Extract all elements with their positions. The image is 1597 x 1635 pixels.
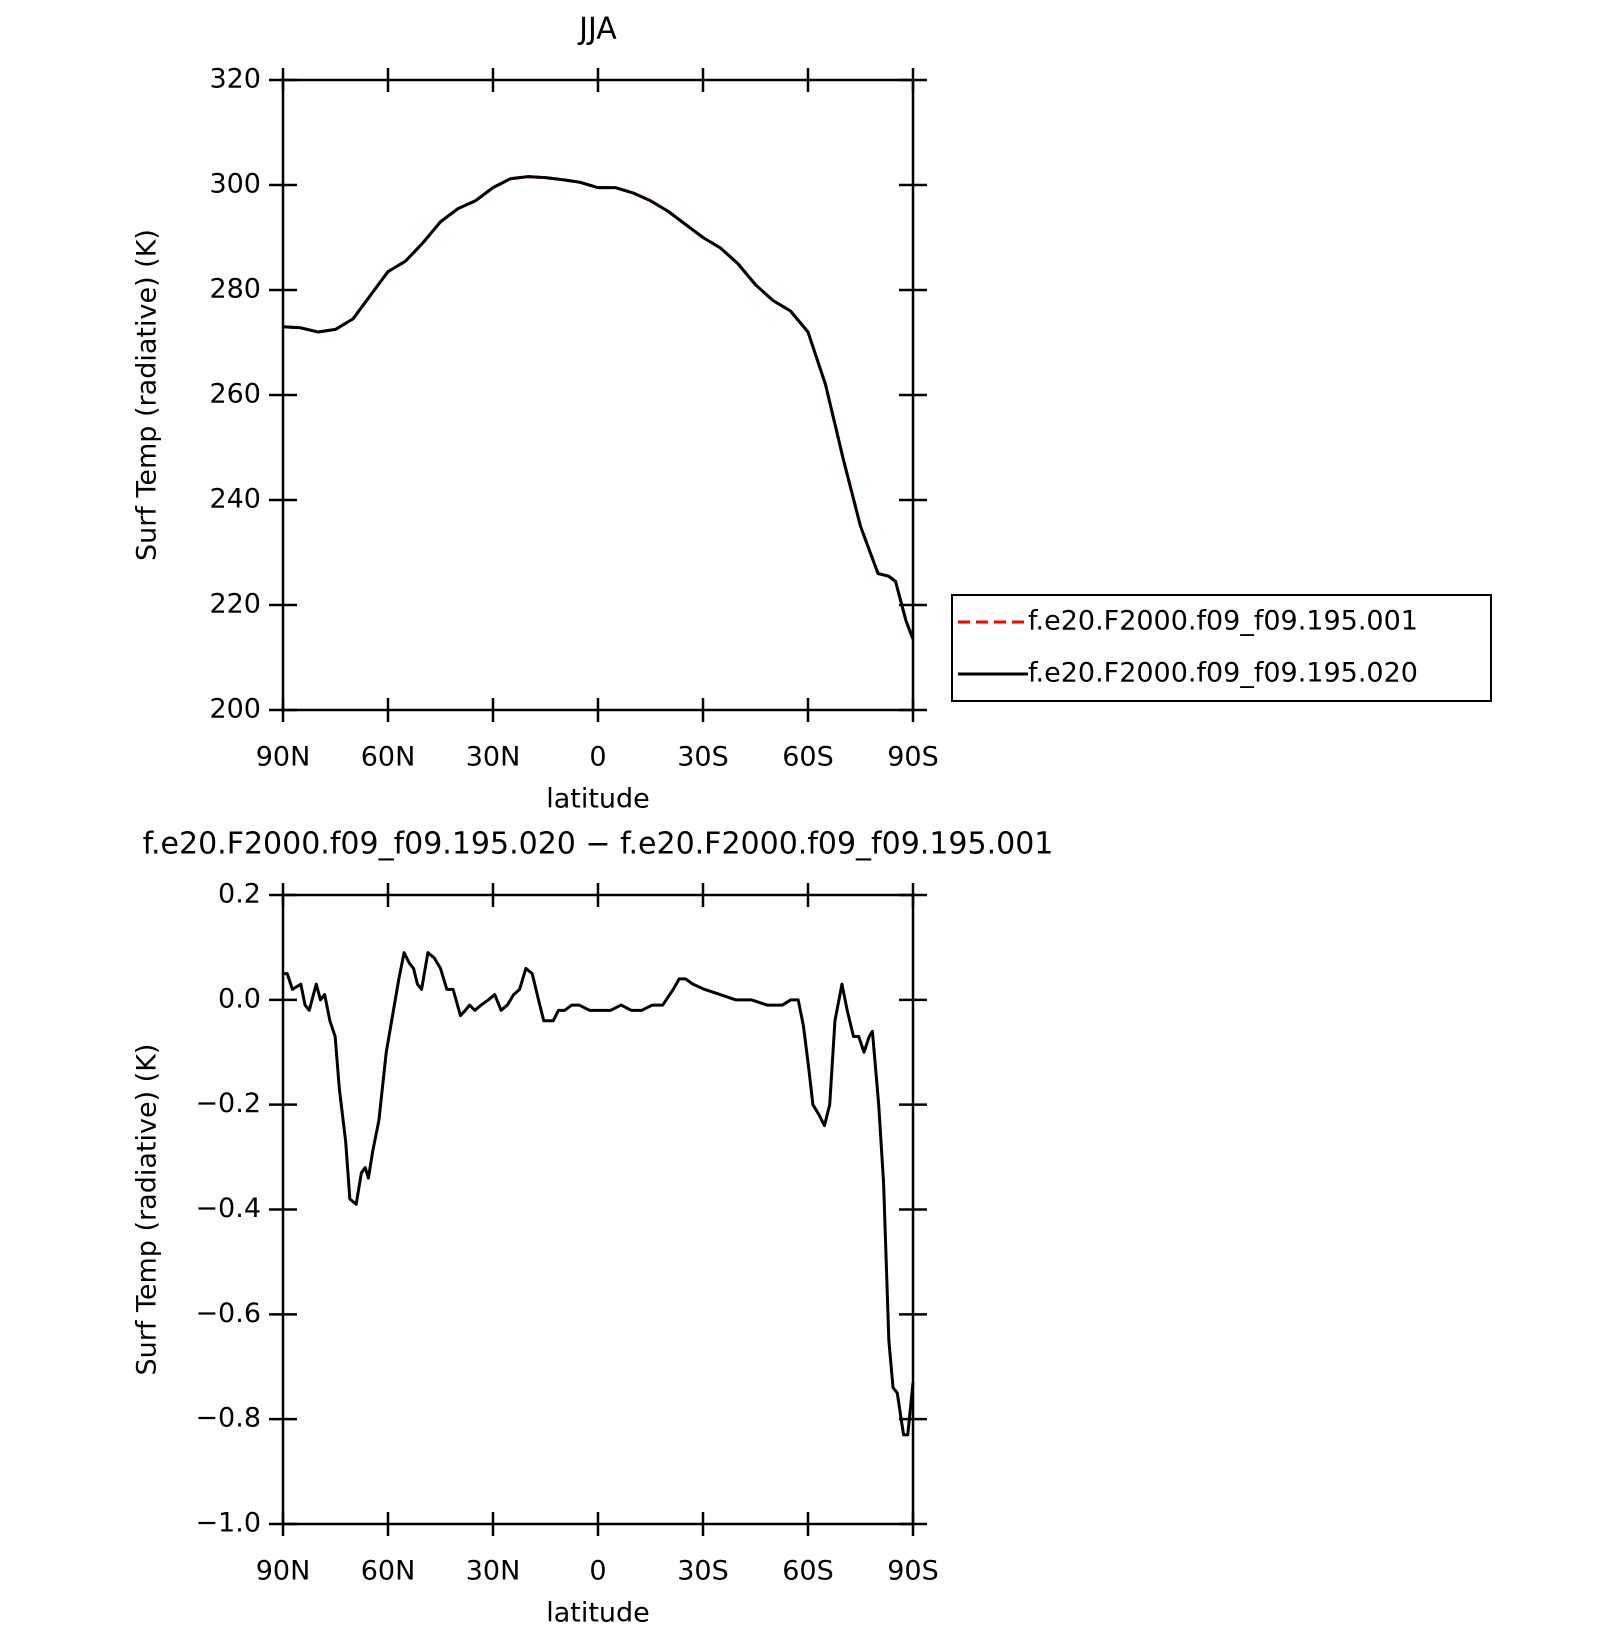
x-tick-label: 90N xyxy=(256,1556,311,1587)
y-tick-label: −0.8 xyxy=(195,1403,261,1434)
x-tick-label: 90S xyxy=(887,1556,939,1587)
y-tick-label: −0.6 xyxy=(195,1298,261,1329)
y-tick-label: 200 xyxy=(209,694,261,725)
y-tick-label: 0.2 xyxy=(218,879,261,910)
chart-title: f.e20.F2000.f09_f09.195.020 − f.e20.F200… xyxy=(143,827,1054,862)
chart-title: JJA xyxy=(577,12,617,47)
x-tick-label: 30N xyxy=(466,1556,521,1587)
y-tick-label: 320 xyxy=(209,64,261,95)
x-tick-label: 60N xyxy=(361,742,416,773)
x-tick-label: 30S xyxy=(677,742,729,773)
x-tick-label: 60S xyxy=(782,742,834,773)
y-tick-label: 280 xyxy=(209,274,261,305)
x-axis-label: latitude xyxy=(546,1598,650,1629)
data-line xyxy=(283,951,915,1437)
y-axis-label: Surf Temp (radiative) (K) xyxy=(132,1044,163,1376)
plot-frame xyxy=(281,78,915,712)
x-tick-label: 60N xyxy=(361,1556,416,1587)
y-tick-label: 220 xyxy=(209,589,261,620)
y-tick-label: −0.4 xyxy=(195,1193,261,1224)
y-tick-label: −1.0 xyxy=(195,1508,261,1539)
y-tick-label: 240 xyxy=(209,484,261,515)
x-tick-label: 0 xyxy=(589,1556,606,1587)
y-tick-label: 0.0 xyxy=(218,983,261,1014)
y-tick-label: 260 xyxy=(209,379,261,410)
data-line xyxy=(282,175,915,640)
x-axis-label: latitude xyxy=(546,784,650,815)
legend-label: f.e20.F2000.f09_f09.195.020 xyxy=(1028,658,1418,689)
y-tick-label: 300 xyxy=(209,169,261,200)
legend-label: f.e20.F2000.f09_f09.195.001 xyxy=(1028,606,1418,637)
x-tick-label: 0 xyxy=(589,742,606,773)
y-axis-label: Surf Temp (radiative) (K) xyxy=(132,229,163,561)
legend-box xyxy=(951,594,1492,702)
x-tick-label: 60S xyxy=(782,1556,834,1587)
x-tick-label: 90S xyxy=(887,742,939,773)
y-tick-label: −0.2 xyxy=(195,1088,261,1119)
x-tick-label: 30N xyxy=(466,742,521,773)
x-tick-label: 30S xyxy=(677,1556,729,1587)
plot-frame xyxy=(281,893,915,1526)
x-tick-label: 90N xyxy=(256,742,311,773)
data-line xyxy=(282,175,915,640)
